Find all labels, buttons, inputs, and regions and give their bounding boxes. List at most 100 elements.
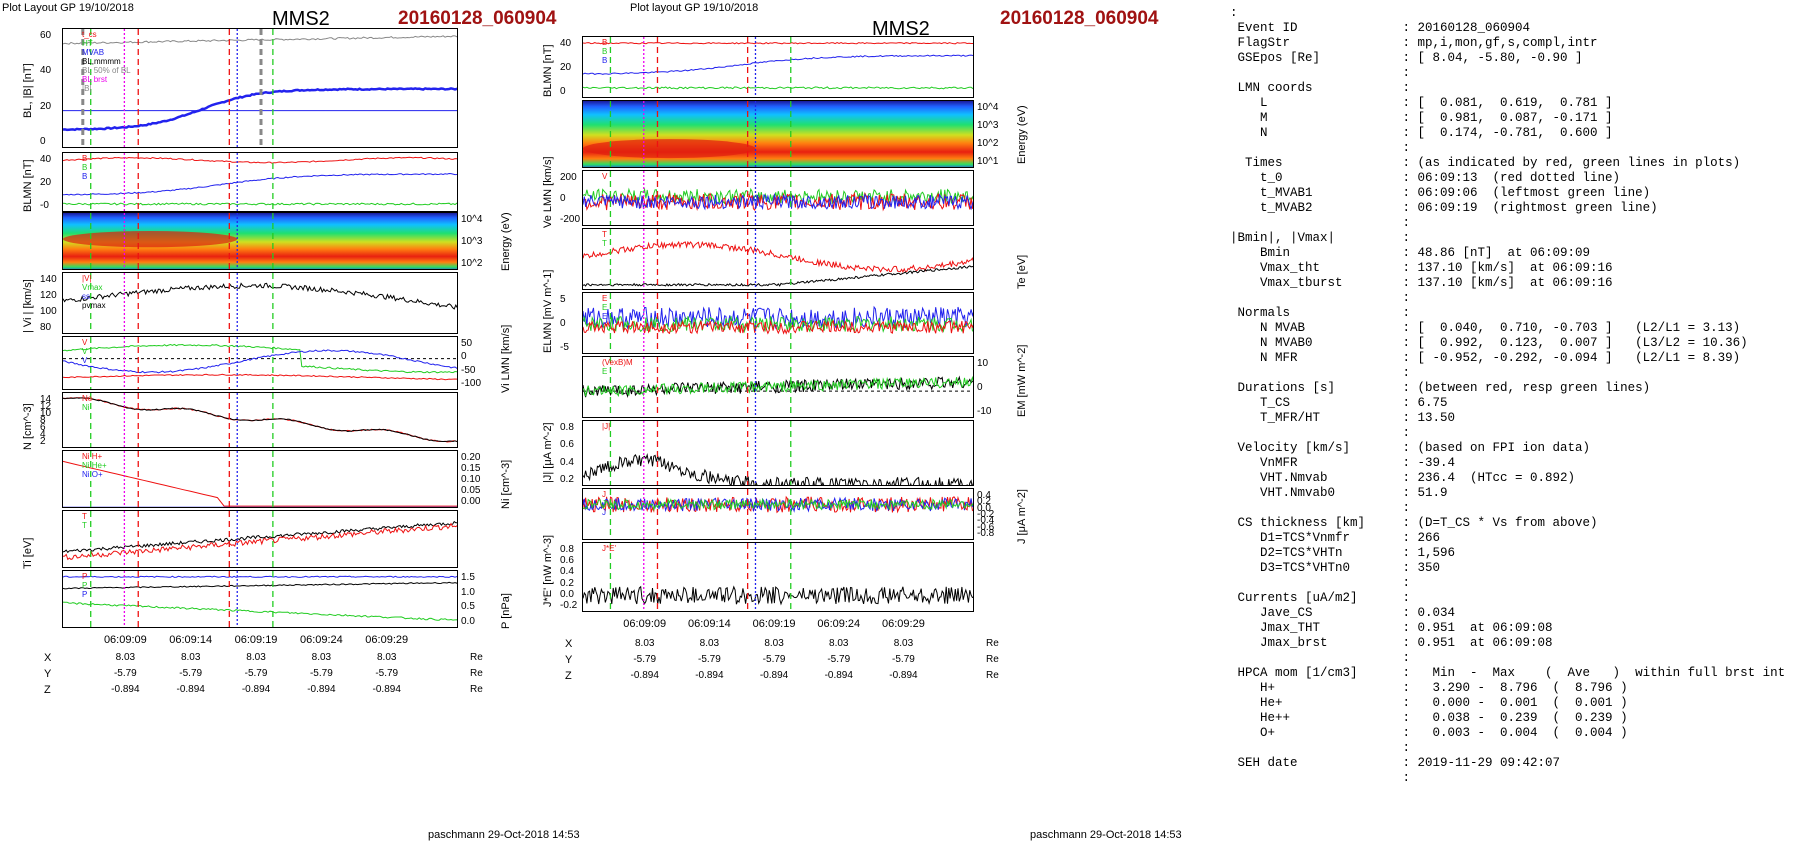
left-time-tick-3: 06:09:24	[299, 634, 343, 646]
mid-panel-em-legend-0: (VexB)M	[602, 358, 633, 367]
mid-panel-jlmn-plot	[583, 489, 973, 539]
left-panel-ti	[62, 510, 458, 568]
left-panel-b-legend-5: BL brst	[82, 75, 108, 84]
mid-panel-spectrogram-hot-region	[583, 139, 756, 159]
mid-panel-elmn-legend-2: E	[602, 312, 608, 321]
mid-panel-velmn-ylabel: Ve LMN [km/s]	[542, 156, 554, 228]
left-panel-ni-ylabel: Ni [cm^-3]	[500, 459, 512, 509]
mid-panel-jlmn-legend-1: J	[602, 499, 606, 508]
left-panel-n-ytick-1: 4	[40, 429, 46, 440]
mid-panel-jlmn-ytick-4: 0.0	[977, 502, 991, 514]
mid-panel-jlmn-ytick-3: -0.2	[977, 509, 995, 520]
mid-panel-jlmn-series-1	[583, 496, 973, 513]
left-panel-n-ylabel: N [cm^-3]	[22, 403, 34, 450]
mid-panel-em-series-1	[583, 375, 973, 398]
mid-panel-velmn-ytick-1: 0	[560, 193, 566, 204]
left-panel-vilmn-plot	[63, 337, 457, 389]
mid-panel-j-ytick-1: 0.4	[560, 456, 574, 468]
left-footer: paschmann 29-Oct-2018 14:53	[428, 829, 580, 841]
left-panel-spectrogram-hot-region	[63, 230, 238, 248]
left-panel-b-ytick-2: 40	[40, 65, 52, 77]
mid-panel-velmn-ytick-0: -200	[560, 214, 581, 225]
middle-pos-0-2: 8.03	[764, 638, 784, 649]
middle-pos-unit-0: Re	[986, 638, 999, 649]
left-panel-vi-legend-0: |V|	[82, 274, 92, 283]
left-event-title: 20160128_060904	[398, 8, 557, 29]
mid-panel-velmn-plot	[583, 171, 973, 225]
middle-pos-2-2: -0.894	[759, 670, 789, 681]
mid-panel-je-plot	[583, 543, 973, 611]
left-panel-blmn-series-1	[63, 172, 457, 196]
middle-event-title: 20160128_060904	[1000, 8, 1159, 29]
mid-panel-te-series-1	[583, 265, 973, 287]
mid-panel-j	[582, 420, 974, 486]
left-pos-unit-1: Re	[470, 668, 483, 679]
middle-pos-label-0: X	[565, 638, 573, 650]
left-panel-ti-legend-1: T	[82, 521, 87, 530]
left-panel-ni-ytick-1: 0.05	[461, 485, 481, 496]
left-pos-unit-2: Re	[470, 684, 483, 695]
mid-panel-te	[582, 228, 974, 290]
left-panel-b-legend-0: t_cs	[82, 30, 97, 39]
mid-panel-em-ylabel: EM [mW m^-2]	[1016, 344, 1028, 417]
middle-pos-0-0: 8.03	[634, 638, 655, 649]
middle-footer: paschmann 29-Oct-2018 14:53	[1030, 829, 1182, 841]
left-pos-label-2: Z	[44, 684, 51, 696]
mid-panel-j-ytick-0: 0.2	[560, 474, 574, 485]
left-panel-n-series-1	[63, 397, 457, 443]
left-panel-p-legend-2: P	[82, 590, 88, 599]
middle-time-tick-2: 06:09:19	[752, 618, 796, 630]
mid-panel-je-legend-0: J*E'	[602, 544, 616, 553]
mid-panel-velmn-ytick-2: 200	[560, 172, 577, 183]
left-panel-blmn-ytick-0: -0	[40, 200, 49, 211]
left-pos-1-4: -5.79	[375, 668, 399, 679]
middle-spacecraft-title: MMS2	[872, 18, 930, 40]
left-panel-blmn-series-0	[63, 156, 457, 164]
left-panel-n-ytick-6: 14	[40, 394, 52, 405]
mid-panel-em-ytick-2: 10	[977, 358, 989, 369]
middle-pos-1-3: -5.79	[827, 654, 851, 665]
left-panel-spectrogram-ytick-1: 10^3	[461, 236, 483, 247]
mid-panel-blmn-legend-1: B	[602, 47, 608, 56]
middle-pos-2-4: -0.894	[889, 670, 918, 681]
middle-time-tick-4: 06:09:29	[882, 618, 925, 630]
left-panel-ni-ytick-4: 0.20	[461, 452, 481, 463]
middle-pos-0-1: 8.03	[699, 638, 720, 649]
mid-panel-em-legend-1: E	[602, 367, 608, 376]
left-panel-vi-legend-2: ss	[82, 292, 90, 301]
left-panel-b-legend-4: BL 50% of BL	[82, 66, 131, 75]
left-time-tick-1: 06:09:14	[169, 634, 213, 646]
left-panel-vilmn-series-0	[63, 343, 457, 374]
middle-pos-1-2: -5.79	[762, 654, 786, 665]
left-panel-spectrogram-ylabel: Energy (eV)	[500, 212, 512, 271]
left-pos-0-2: 8.03	[246, 652, 266, 663]
mid-panel-blmn-ytick-1: 20	[560, 62, 572, 73]
mid-panel-spectrogram-ylabel: Energy (eV)	[1016, 105, 1028, 164]
mid-panel-j-ytick-2: 0.6	[560, 439, 574, 451]
left-panel-p-series-1	[63, 581, 457, 590]
left-pos-1-3: -5.79	[309, 668, 333, 679]
mid-panel-blmn	[582, 36, 974, 98]
left-panel-vi-ytick-2: 120	[40, 290, 57, 301]
left-time-tick-0: 06:09:09	[103, 634, 147, 646]
left-panel-vilmn-series-2	[63, 373, 457, 381]
left-panel-vilmn-ytick-1: -50	[461, 364, 476, 376]
left-panel-b-ytick-1: 20	[40, 100, 52, 112]
left-panel-vilmn	[62, 336, 458, 390]
mid-panel-elmn-ytick-1: 0	[560, 318, 566, 329]
left-panel-n	[62, 392, 458, 448]
middle-time-tick-3: 06:09:24	[817, 618, 861, 630]
left-panel-n-plot	[63, 393, 457, 447]
mid-panel-spectrogram-ytick-1: 10^2	[977, 138, 999, 149]
mid-panel-velmn-legend-0: V	[602, 172, 608, 181]
mid-panel-je-series-0	[583, 585, 973, 606]
left-panel-spectrogram-ytick-0: 10^2	[461, 258, 483, 269]
mid-panel-elmn-plot	[583, 293, 973, 353]
left-panel-vilmn-legend-1: V	[82, 347, 88, 356]
mid-panel-spectrogram-ytick-2: 10^3	[977, 120, 999, 131]
left-pos-0-4: 8.03	[376, 652, 397, 663]
mid-panel-blmn-ylabel: BLMN [nT]	[542, 44, 554, 97]
mid-panel-te-legend-0: T	[602, 230, 607, 239]
mid-panel-je	[582, 542, 974, 612]
middle-time-tick-0: 06:09:09	[623, 618, 667, 630]
